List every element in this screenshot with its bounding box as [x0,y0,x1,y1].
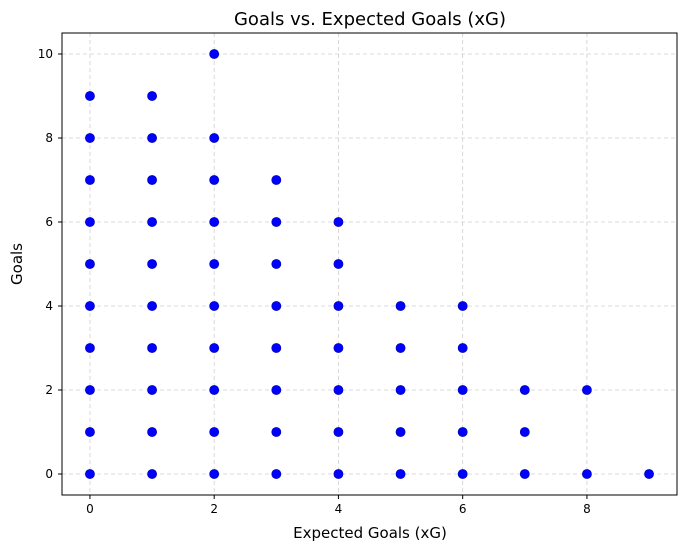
data-point [395,469,406,479]
data-point [519,469,530,479]
y-tick-label: 10 [38,47,53,61]
y-axis-label: Goals [8,243,26,285]
data-point [209,343,220,353]
data-point [457,343,468,353]
data-point [519,385,530,395]
grid-lines [62,33,677,495]
data-point [209,133,220,143]
data-point [209,49,220,59]
data-point [457,301,468,311]
data-point [395,427,406,437]
y-tick-label: 8 [45,131,53,145]
data-point [582,385,592,395]
data-point [271,259,282,269]
data-point [147,385,157,395]
y-axis-ticks: 0 2 4 6 8 10 [38,47,62,481]
data-point [271,343,282,353]
data-point [85,301,95,311]
data-point [333,427,344,437]
data-point [519,427,530,437]
data-point [147,217,157,227]
data-point [271,385,282,395]
data-point [644,469,654,479]
data-point [85,469,95,479]
data-point [147,469,157,479]
data-point [147,175,157,185]
data-point [85,217,95,227]
data-point [209,175,220,185]
data-point [457,469,468,479]
data-point [147,91,157,101]
x-tick-label: 2 [210,502,218,516]
x-tick-label: 6 [459,502,467,516]
data-point [271,427,282,437]
chart-title: Goals vs. Expected Goals (xG) [234,9,506,30]
data-point [209,259,220,269]
data-point [147,259,157,269]
data-point [85,91,95,101]
data-point [209,385,220,395]
plot-area-frame [61,32,678,496]
x-axis-label: Expected Goals (xG) [293,524,447,542]
data-point [147,133,157,143]
data-point [582,469,592,479]
data-point [209,301,220,311]
data-point [147,427,157,437]
x-tick-label: 4 [335,502,343,516]
data-point [395,385,406,395]
x-axis-ticks: 0 2 4 6 8 [86,495,591,516]
data-point [395,301,406,311]
x-tick-label: 8 [583,502,591,516]
data-point [271,217,282,227]
data-point [271,301,282,311]
data-point [457,427,468,437]
data-point [457,385,468,395]
data-point [271,175,282,185]
y-tick-label: 4 [45,299,53,313]
data-point [85,175,95,185]
data-point [333,343,344,353]
data-point [333,259,344,269]
data-point [85,133,95,143]
y-tick-label: 0 [45,467,53,481]
data-point [333,385,344,395]
data-points [85,49,654,479]
data-point [333,217,344,227]
data-point [147,343,157,353]
data-point [209,217,220,227]
data-point [333,301,344,311]
data-point [85,259,95,269]
y-tick-label: 6 [45,215,53,229]
data-point [395,343,406,353]
data-point [209,469,220,479]
data-point [271,469,282,479]
data-point [85,343,95,353]
data-point [209,427,220,437]
data-point [147,301,157,311]
data-point [85,385,95,395]
y-tick-label: 2 [45,383,53,397]
data-point [85,427,95,437]
x-tick-label: 0 [86,502,94,516]
data-point [333,469,344,479]
